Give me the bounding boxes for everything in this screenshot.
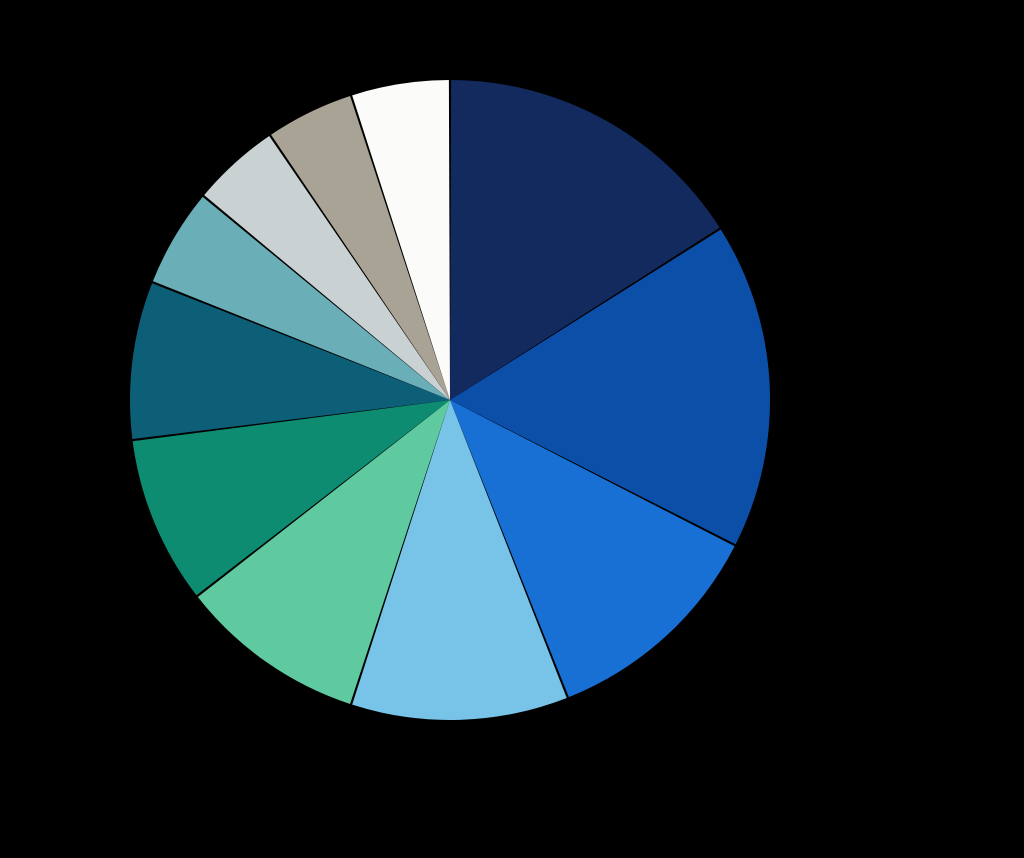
pie-chart [0, 0, 1024, 858]
pie-chart-svg [0, 0, 1024, 858]
